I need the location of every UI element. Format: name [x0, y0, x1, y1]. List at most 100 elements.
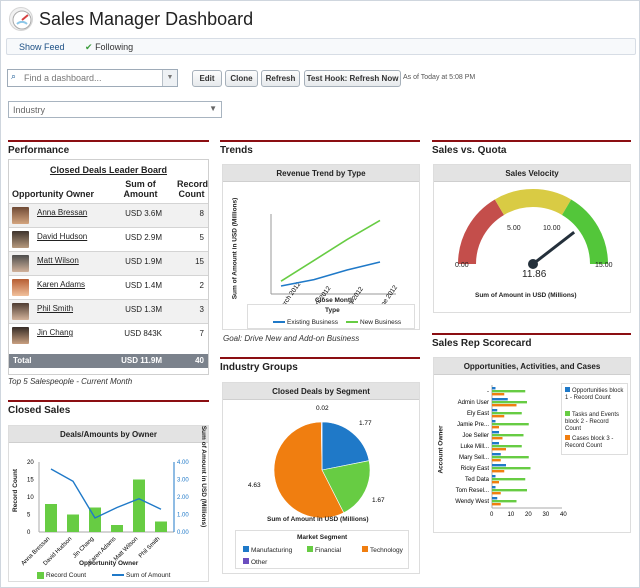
legend-label: Technology [370, 547, 403, 554]
owner-link[interactable]: David Hudson [37, 232, 88, 241]
scorecard-bar [492, 470, 505, 473]
trends-title: Trends [220, 145, 253, 156]
scorecard-bar [492, 497, 498, 500]
owner-link[interactable]: Karen Adams [37, 280, 86, 289]
toolbar: ⌕ Find a dashboard... ▼ Edit Clone Refre… [7, 69, 627, 91]
gauge-b-label: 10.00 [543, 225, 561, 232]
gauge-green-range [561, 199, 608, 265]
following-label: Following [95, 42, 134, 52]
legend-label: Financial [315, 547, 342, 554]
quota-title: Sales vs. Quota [432, 145, 507, 156]
scorecard-x-tick: 30 [543, 512, 550, 518]
clone-button[interactable]: Clone [225, 70, 258, 87]
avatar [12, 327, 29, 344]
scorecard-bar [492, 437, 503, 440]
tasks-events-legend: Tasks and Events block 2 - Record Count [565, 411, 626, 433]
performance-section: Performance [8, 140, 209, 156]
owner-link[interactable]: Phil Smith [37, 304, 74, 313]
dashboard-search-input[interactable]: ⌕ Find a dashboard... ▼ [7, 69, 178, 87]
scorecard-bar [492, 467, 531, 470]
scorecard-bar [492, 401, 527, 404]
scorecard-bar [492, 500, 517, 503]
avatar [12, 279, 29, 296]
search-placeholder: Find a dashboard... [24, 73, 102, 83]
industry-groups-section: Industry Groups [220, 357, 420, 373]
show-feed-link[interactable]: Show Feed [19, 42, 65, 52]
amount-axis-title: Sum of Amount in USD (Millions) [200, 425, 207, 528]
refresh-time: As of Today at 5:08 PM [403, 74, 476, 81]
left-axis-tick: 15 [27, 478, 34, 484]
industry-filter-label: Industry [13, 105, 46, 115]
opportunities-legend: Opportunities block 1 - Record Count [565, 387, 626, 402]
opportunity-owner-axis-title: Opportunity Owner [79, 560, 139, 567]
manufacturing-legend: Manufacturing [243, 546, 292, 554]
legend-label: Other [251, 559, 268, 566]
legend-label: Cases block 3 - Record Count [565, 436, 614, 449]
right-axis-tick: 4.00 [177, 460, 189, 466]
amount-value: USD 1.4M [125, 281, 162, 290]
scorecard-bar [492, 426, 499, 429]
right-axis-tick: 1.00 [177, 513, 189, 519]
page-title: Sales Manager Dashboard [39, 9, 254, 29]
scorecard-x-tick: 20 [525, 512, 532, 518]
industry-filter[interactable]: Industry ▼ [8, 101, 222, 118]
account-owner-label: Mary Sell... [459, 455, 489, 461]
owner-link[interactable]: Jin Chang [37, 328, 74, 337]
legend-label: Sum of Amount [126, 572, 171, 579]
following-status[interactable]: ✔ Following [85, 42, 133, 53]
search-icon: ⌕ [11, 71, 17, 81]
trends-legend-title: Type [325, 307, 340, 314]
blue-line-icon [112, 574, 124, 577]
orange-square-icon [362, 546, 368, 552]
sales-velocity-title: Sales Velocity [434, 165, 630, 182]
account-owner-axis-title: Account Owner [437, 425, 445, 474]
scorecard-bar [492, 445, 522, 448]
scorecard-bar [492, 486, 496, 489]
test-hook-button[interactable]: Test Hook: Refresh Now [304, 70, 401, 87]
pie-value-label: 0.02 [316, 405, 329, 412]
amount-value: USD 3.6M [125, 209, 162, 218]
gauge-yellow-range [494, 189, 572, 216]
owner-tick-label: Jin Chang [72, 536, 95, 559]
scorecard-bar [492, 492, 501, 495]
chevron-down-icon: ▼ [209, 104, 217, 113]
table-row: Karen Adams USD 1.4M 2 [9, 275, 208, 299]
right-axis-tick: 2.00 [177, 495, 189, 501]
avatar [12, 207, 29, 224]
sales-velocity-gauge [458, 189, 608, 269]
count-value: 8 [199, 209, 204, 218]
performance-caption: Top 5 Salespeople - Current Month [8, 377, 133, 386]
col-owner: Opportunity Owner [12, 189, 94, 199]
edit-button[interactable]: Edit [192, 70, 222, 87]
market-segment-legend: Market Segment Manufacturing Financial T… [235, 530, 409, 569]
trends-x-axis-title: Close Month [315, 297, 354, 304]
technology-legend: Technology [362, 546, 403, 554]
count-value: 3 [199, 305, 204, 314]
dropdown-button[interactable]: ▼ [162, 70, 177, 86]
refresh-button[interactable]: Refresh [261, 70, 300, 87]
account-owner-label: Admin User [458, 400, 489, 406]
table-row: Matt Wilson USD 1.9M 15 [9, 251, 208, 275]
scorecard-bar [492, 404, 517, 407]
owner-link[interactable]: Anna Bressan [37, 208, 88, 217]
scorecard-x-tick: 40 [560, 512, 567, 518]
scorecard-bar [492, 420, 496, 423]
check-icon: ✔ [85, 42, 93, 52]
scorecard-bar [492, 434, 524, 437]
owner-link[interactable]: Matt Wilson [37, 256, 79, 265]
sum-amount-line [50, 468, 162, 519]
avatar [12, 231, 29, 248]
pie-axis-title: Sum of Amount in USD (Millions) [267, 516, 369, 523]
scorecard-bar [492, 478, 526, 481]
owner-tick-label: Phil Smith [138, 536, 161, 559]
legend-label: Tasks and Events block 2 - Record Count [565, 412, 620, 432]
scorecard-bar [492, 398, 508, 401]
scorecard-bar [492, 423, 529, 426]
scorecard-bar [492, 390, 526, 393]
closed-sales-section: Closed Sales [8, 400, 209, 416]
deals-amounts-title: Deals/Amounts by Owner [9, 426, 208, 443]
green-square-icon [307, 546, 313, 552]
scorecard-bar [492, 459, 501, 462]
new-business-legend: New Business [346, 319, 401, 326]
scorecard-legend: Opportunities block 1 - Record Count Tas… [561, 383, 628, 455]
